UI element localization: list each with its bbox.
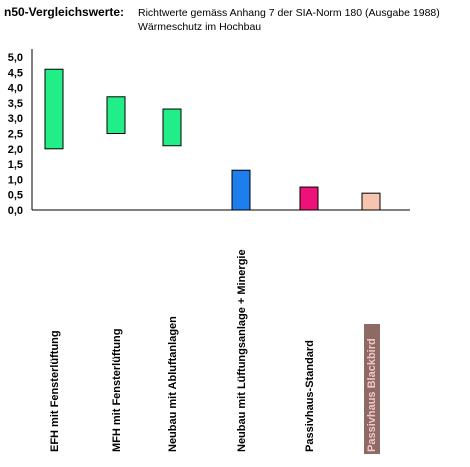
- y-tick-label: 4,5: [8, 67, 23, 79]
- y-tick-label: 0,5: [8, 190, 23, 202]
- x-category-label: Neubau mit Lüftungsanlage + Minergie: [236, 249, 248, 452]
- range-bar: [299, 186, 319, 211]
- y-tick-label: 2,5: [8, 129, 23, 141]
- x-axis-category-labels: EFH mit Fensterlüftung MFH mit Fensterlüf…: [49, 249, 380, 454]
- range-bar: [106, 96, 126, 134]
- range-bar: [231, 169, 251, 211]
- y-tick-label: 2,0: [8, 144, 23, 156]
- y-tick-label: 3,0: [8, 113, 23, 125]
- category-highlight: [364, 324, 380, 454]
- x-category-label: Passivhaus Blackbird: [366, 338, 378, 452]
- chart-note-line-1: Richtwerte gemäss Anhang 7 der SIA-Norm …: [138, 7, 440, 19]
- range-bar: [162, 108, 182, 147]
- y-tick-label: 1,0: [8, 174, 23, 186]
- range-bars: [44, 68, 381, 211]
- chart-note-line-2: Wärmeschutz im Hochbau: [138, 21, 261, 33]
- y-axis-tick-labels: 0,0 0,5 1,0 1,5 2,0 2,5 3,0 3,5 4,0 4,5 5,0: [8, 52, 23, 217]
- y-tick-label: 4,0: [8, 83, 23, 95]
- x-category-label: Neubau mit Abluftanlagen: [167, 316, 179, 452]
- y-tick-label: 5,0: [8, 52, 23, 64]
- range-bar: [44, 68, 64, 150]
- y-tick-label: 1,5: [8, 159, 23, 171]
- range-bar: [361, 192, 381, 211]
- x-category-label: EFH mit Fensterlüftung: [49, 330, 61, 452]
- x-category-label: Passivhaus-Standard: [304, 340, 316, 452]
- x-category-label: MFH mit Fensterlüftung: [111, 329, 123, 452]
- chart-heading: n50-Vergleichswerte:: [4, 5, 124, 19]
- y-tick-label: 3,5: [8, 98, 23, 110]
- y-tick-label: 0,0: [8, 205, 23, 217]
